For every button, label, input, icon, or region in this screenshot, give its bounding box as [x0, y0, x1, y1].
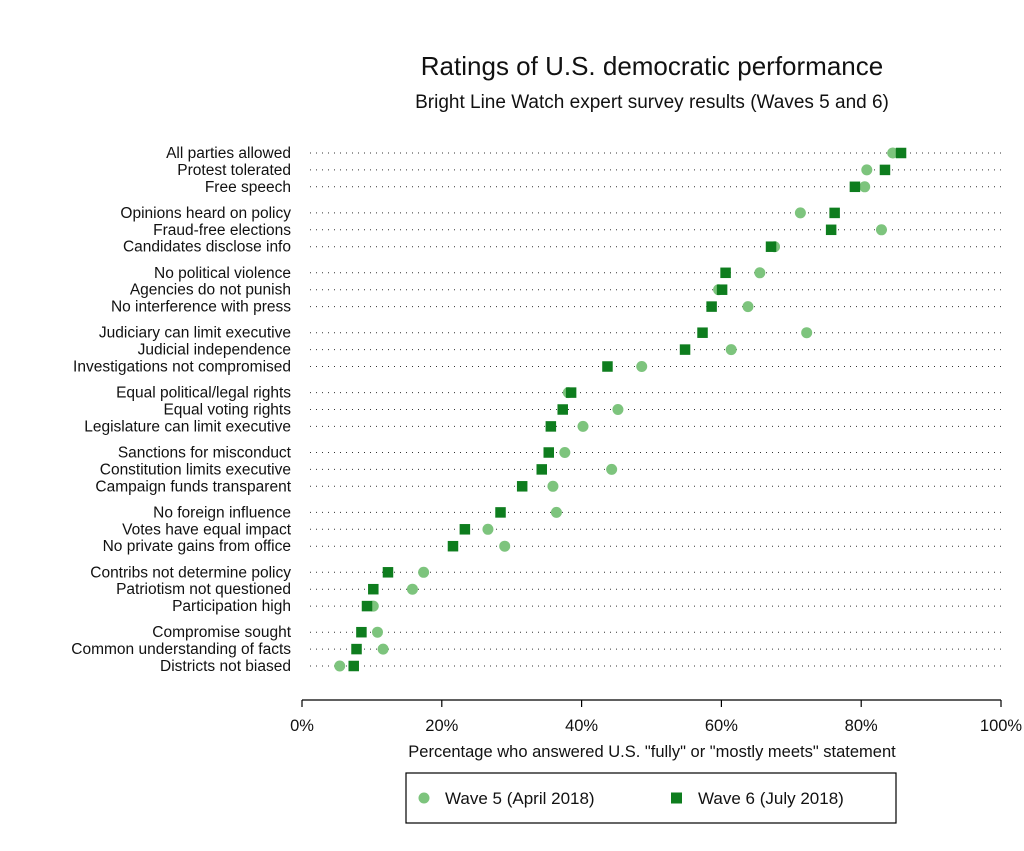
point-wave-6 [825, 224, 837, 236]
category-label: No foreign influence [153, 504, 291, 521]
point-wave-5 [334, 660, 346, 672]
category-label: Participation high [172, 598, 291, 615]
point-wave-5 [875, 224, 887, 236]
category-label: Sanctions for misconduct [118, 445, 292, 462]
point-wave-5 [577, 420, 589, 432]
point-wave-6 [697, 327, 708, 338]
point-wave-6 [351, 643, 362, 655]
legend: Wave 5 (April 2018) Wave 6 (July 2018) [405, 772, 897, 824]
point-wave-5 [754, 267, 766, 279]
point-wave-5 [612, 404, 624, 415]
category-label: Campaign funds transparent [95, 478, 291, 495]
point-wave-6 [829, 207, 840, 219]
point-wave-5 [801, 327, 813, 339]
category-label: Judiciary can limit executive [99, 325, 291, 342]
point-wave-5 [371, 626, 383, 638]
point-wave-5 [377, 643, 389, 655]
x-tick-label: 80% [845, 717, 878, 735]
x-tick-label: 100% [980, 717, 1023, 735]
point-wave-5 [794, 207, 806, 219]
point-wave-6 [459, 524, 471, 535]
category-label: Equal voting rights [163, 402, 291, 419]
category-label: No interference with press [111, 299, 291, 316]
point-wave-5 [887, 147, 899, 159]
x-tick-label: 0% [290, 717, 314, 735]
x-tick-label: 20% [425, 717, 458, 735]
point-wave-6 [879, 164, 891, 176]
category-label: Constitution limits executive [100, 461, 291, 478]
point-wave-6 [543, 447, 554, 458]
point-wave-5 [499, 540, 511, 552]
legend-box [405, 772, 897, 824]
category-label: Candidates disclose info [123, 239, 291, 256]
legend-wave-5-label: Wave 5 (April 2018) [445, 789, 595, 808]
category-label: Fraud-free elections [153, 222, 291, 239]
point-wave-5 [606, 463, 618, 475]
point-wave-6 [536, 464, 548, 475]
category-label: Compromise sought [152, 624, 291, 641]
point-wave-6 [447, 540, 459, 552]
category-label: No political violence [154, 265, 291, 282]
point-wave-6 [895, 147, 907, 159]
point-wave-6 [516, 481, 528, 492]
point-wave-6 [706, 301, 717, 312]
point-wave-5 [418, 566, 430, 578]
x-axis-label: Percentage who answered U.S. "fully" or … [408, 743, 896, 761]
legend-wave-6-marker [671, 792, 682, 804]
point-wave-6 [849, 181, 861, 193]
category-label: Opinions heard on policy [120, 205, 291, 222]
category-label: Free speech [205, 179, 291, 196]
point-wave-6 [720, 267, 731, 279]
point-wave-6 [545, 421, 557, 432]
series-wave-6 [348, 147, 907, 672]
chart-title: Ratings of U.S. democratic performance [421, 51, 883, 81]
category-label: Patriotism not questioned [116, 581, 291, 598]
category-label: All parties allowed [166, 145, 291, 162]
category-label: Legislature can limit executive [84, 418, 291, 435]
point-wave-6 [368, 583, 379, 595]
point-wave-6 [382, 567, 394, 578]
chart-subtitle: Bright Line Watch expert survey results … [415, 92, 889, 113]
series-wave-5 [334, 147, 899, 672]
point-wave-5 [859, 181, 871, 193]
category-label: Protest tolerated [177, 162, 291, 179]
x-tick-label: 60% [705, 717, 738, 735]
point-wave-6 [361, 600, 373, 612]
category-label: Votes have equal impact [122, 521, 292, 538]
point-wave-6 [356, 626, 367, 638]
point-wave-6 [679, 344, 691, 355]
category-label: Equal political/legal rights [116, 385, 291, 402]
category-label: Districts not biased [160, 658, 291, 675]
legend-wave-6-label: Wave 6 (July 2018) [698, 789, 844, 808]
category-label: No private gains from office [103, 538, 291, 555]
category-label: Agencies do not punish [130, 282, 291, 299]
point-wave-6 [348, 660, 359, 672]
point-wave-6 [602, 361, 613, 372]
point-wave-5 [550, 506, 562, 518]
point-wave-6 [565, 387, 577, 398]
category-label: Common understanding of facts [71, 641, 291, 658]
category-label: Judicial independence [138, 342, 291, 359]
point-wave-6 [557, 404, 568, 415]
legend-wave-5-marker [418, 792, 430, 804]
point-wave-6 [495, 507, 506, 518]
point-wave-5 [406, 583, 418, 595]
x-tick-label: 40% [565, 717, 598, 735]
point-wave-5 [482, 523, 494, 535]
point-wave-5 [636, 361, 648, 372]
point-wave-6 [765, 241, 777, 252]
category-label: Contribs not determine policy [90, 564, 291, 581]
point-wave-5 [725, 344, 737, 356]
category-label: Investigations not compromised [73, 359, 291, 376]
point-wave-5 [547, 480, 559, 492]
point-wave-5 [861, 164, 873, 176]
point-wave-5 [742, 301, 754, 313]
point-wave-6 [716, 284, 728, 295]
x-axis: 0% 20% 40% 60% 80% 100% [290, 699, 1023, 735]
point-wave-5 [559, 447, 571, 458]
